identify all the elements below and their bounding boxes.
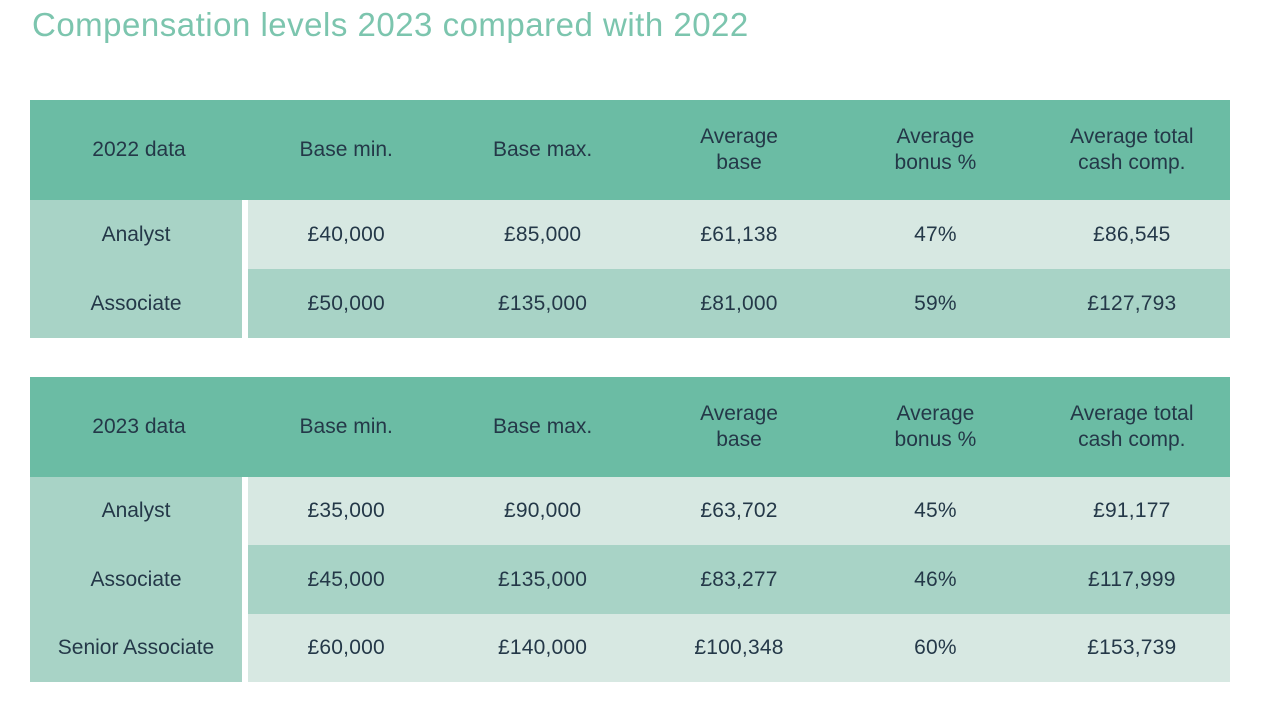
table-cell: 47% — [914, 222, 957, 246]
table-row: £60,000 £140,000 £100,348 60% £153,739 — [248, 613, 1230, 683]
column-header-average-base: Average base — [700, 124, 778, 174]
table-cell: £40,000 — [307, 222, 385, 246]
column-header-average-bonus: Average bonus % — [894, 124, 977, 174]
table-row: £45,000 £135,000 £83,277 46% £117,999 — [248, 545, 1230, 614]
table-cell: £117,999 — [1088, 567, 1176, 591]
table-cell: £35,000 — [307, 499, 385, 523]
table-title-cell: 2023 data — [92, 415, 186, 438]
table-cell: 45% — [914, 499, 957, 523]
column-header-base-min: Base min. — [299, 414, 393, 438]
table-row: £40,000 £85,000 £61,138 47% £86,545 — [248, 200, 1230, 269]
column-header-base-max: Base max. — [493, 137, 593, 161]
table-row: £35,000 £90,000 £63,702 45% £91,177 — [248, 477, 1230, 546]
column-separator — [242, 477, 248, 683]
column-header-base-min: Base min. — [299, 137, 393, 161]
column-header-average-bonus: Average bonus % — [894, 401, 977, 451]
table-cell: £50,000 — [307, 291, 385, 315]
table-cell: £127,793 — [1087, 291, 1177, 315]
row-label-column: Analyst Associate Senior Associate — [30, 477, 242, 683]
column-header-average-base: Average base — [700, 401, 778, 451]
table-cell: £45,000 — [307, 567, 385, 591]
table-cell: £63,702 — [700, 499, 778, 523]
data-grid: £40,000 £85,000 £61,138 47% £86,545 £50,… — [248, 200, 1230, 338]
table-cell: £61,138 — [700, 222, 778, 246]
table-cell: £135,000 — [498, 567, 588, 591]
table-cell: £91,177 — [1093, 499, 1171, 523]
row-label: Senior Associate — [57, 635, 215, 659]
data-grid: £35,000 £90,000 £63,702 45% £91,177 £45,… — [248, 477, 1230, 683]
table-row: £50,000 £135,000 £81,000 59% £127,793 — [248, 269, 1230, 338]
table-cell: £135,000 — [498, 291, 588, 315]
row-label: Associate — [90, 291, 182, 315]
table-2022: 2022 data Base min. Base max. Average ba… — [30, 100, 1230, 338]
column-header-average-total: Average total cash comp. — [1070, 401, 1194, 451]
table-cell: £81,000 — [700, 291, 778, 315]
column-header-base-max: Base max. — [493, 414, 593, 438]
table-cell: £86,545 — [1093, 222, 1171, 246]
table-cell: £85,000 — [503, 222, 582, 246]
row-label: Analyst — [101, 499, 171, 523]
page-title: Compensation levels 2023 compared with 2… — [32, 6, 749, 43]
row-label: Analyst — [101, 222, 171, 246]
table-title-cell: 2022 data — [92, 138, 186, 161]
table-2023-header-row: 2023 data Base min. Base max. Average ba… — [30, 377, 1230, 477]
column-separator — [242, 200, 248, 338]
column-header-average-total: Average total cash comp. — [1070, 124, 1194, 174]
table-cell: £100,348 — [694, 635, 784, 659]
table-cell: 60% — [914, 635, 957, 659]
table-2022-body: Analyst Associate £40,000 £85,000 £61,13… — [30, 200, 1230, 338]
table-cell: 59% — [914, 291, 957, 315]
table-cell: £140,000 — [498, 635, 588, 659]
table-cell: 46% — [914, 567, 957, 591]
table-2023: 2023 data Base min. Base max. Average ba… — [30, 377, 1230, 683]
table-cell: £153,739 — [1087, 635, 1177, 659]
row-label: Associate — [90, 567, 182, 591]
table-cell: £60,000 — [307, 635, 385, 659]
table-2022-header-row: 2022 data Base min. Base max. Average ba… — [30, 100, 1230, 200]
table-cell: £83,277 — [700, 567, 778, 591]
row-label-column: Analyst Associate — [30, 200, 242, 338]
table-2023-body: Analyst Associate Senior Associate £35,0… — [30, 477, 1230, 683]
table-cell: £90,000 — [503, 499, 582, 523]
